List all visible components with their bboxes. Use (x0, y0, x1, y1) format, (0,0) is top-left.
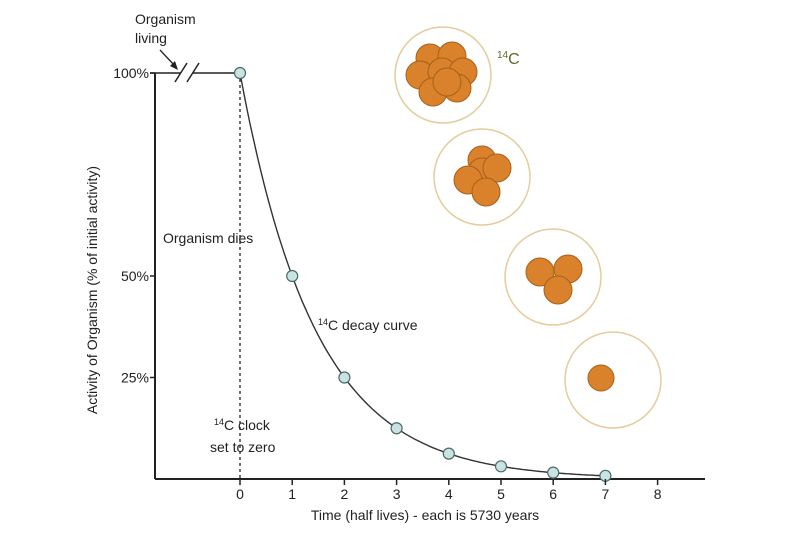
y-tick-label: 50% (121, 268, 149, 284)
carbon-14-atom (471, 177, 501, 207)
data-point (390, 422, 403, 435)
clock-label: set to zero (210, 439, 276, 455)
data-point (547, 466, 560, 479)
axis-break-mark (186, 62, 200, 83)
isotope-label: 14C (497, 50, 520, 68)
organism-living-label: living (135, 30, 167, 46)
arrow-line (159, 49, 176, 67)
y-tick-label: 100% (113, 65, 149, 81)
x-tick-label: 0 (236, 486, 244, 502)
axis-break-gap (181, 66, 193, 80)
arrow-head-icon (170, 61, 178, 70)
data-point (494, 460, 508, 473)
x-tick-label: 4 (445, 486, 453, 502)
x-tick-label: 6 (549, 486, 557, 502)
decay-curve (239, 72, 606, 477)
carbon-14-atom (432, 67, 462, 97)
decay-curve-label: 14C decay curve (318, 317, 418, 333)
x-tick-label: 5 (497, 486, 505, 502)
data-point (233, 66, 247, 80)
organism-living-label: Organism (135, 11, 196, 27)
y-tick-label: 25% (121, 370, 149, 386)
axis-break-mark (174, 62, 188, 83)
x-tick-label: 2 (341, 486, 349, 502)
clock-label: 14C clock (214, 417, 271, 433)
x-tick-label: 3 (393, 486, 401, 502)
y-axis-label: Activity of Organism (% of initial activ… (84, 166, 100, 414)
x-axis-label: Time (half lives) - each is 5730 years (311, 507, 539, 523)
x-tick-label: 8 (654, 486, 662, 502)
x-tick-label: 7 (602, 486, 610, 502)
atom-illustrations (394, 26, 662, 429)
data-point (442, 447, 455, 460)
carbon-14-atom (543, 275, 573, 305)
data-point (286, 269, 299, 283)
organism-dies-label: Organism dies (163, 230, 253, 246)
x-tick-label: 1 (288, 486, 296, 502)
carbon-14-atom (587, 364, 615, 392)
data-point (338, 371, 351, 384)
carbon-14-atom (482, 153, 512, 183)
